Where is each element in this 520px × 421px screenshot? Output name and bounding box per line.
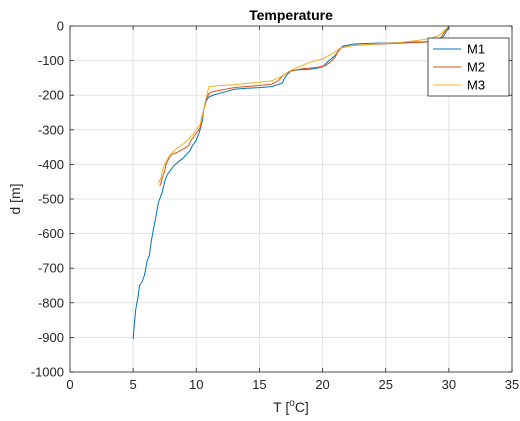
x-axis-label-superscript: o [289, 398, 295, 409]
x-tick-label: 5 [130, 377, 137, 392]
x-tick-label: 20 [315, 377, 329, 392]
x-tick-label: 35 [505, 377, 519, 392]
x-tick-label: 30 [442, 377, 456, 392]
legend-label-m2: M2 [467, 60, 485, 75]
y-tick-label: -100 [38, 53, 64, 68]
y-tick-label: -700 [38, 261, 64, 276]
legend-label-m3: M3 [467, 78, 485, 93]
x-axis-label-base: T [ [273, 399, 289, 415]
y-tick-label: -300 [38, 122, 64, 137]
y-tick-label: -400 [38, 157, 64, 172]
y-tick-label: -500 [38, 192, 64, 207]
x-axis-label-rest: C] [295, 399, 309, 415]
y-tick-label: -200 [38, 88, 64, 103]
ticks: 0 5 10 15 20 25 30 35 0 -100 -200 -300 -400 -500 -600 -… [31, 19, 519, 393]
series-layer [132, 25, 450, 340]
y-axis-label: d [m] [7, 183, 23, 214]
x-tick-label: 15 [252, 377, 266, 392]
x-axis-label: T [oC] [273, 398, 309, 415]
y-tick-label: 0 [57, 19, 64, 34]
x-tick-label: 25 [378, 377, 392, 392]
legend: M1 M2 M3 [427, 37, 510, 97]
x-tick-label: 10 [189, 377, 203, 392]
chart-title: Temperature [249, 7, 333, 23]
x-tick-label: 0 [66, 377, 73, 392]
legend-label-m1: M1 [467, 42, 485, 57]
y-tick-label: -800 [38, 295, 64, 310]
y-tick-label: -1000 [31, 365, 64, 380]
y-tick-label: -900 [38, 330, 64, 345]
series-line-m3 [157, 25, 450, 184]
y-tick-label: -600 [38, 226, 64, 241]
